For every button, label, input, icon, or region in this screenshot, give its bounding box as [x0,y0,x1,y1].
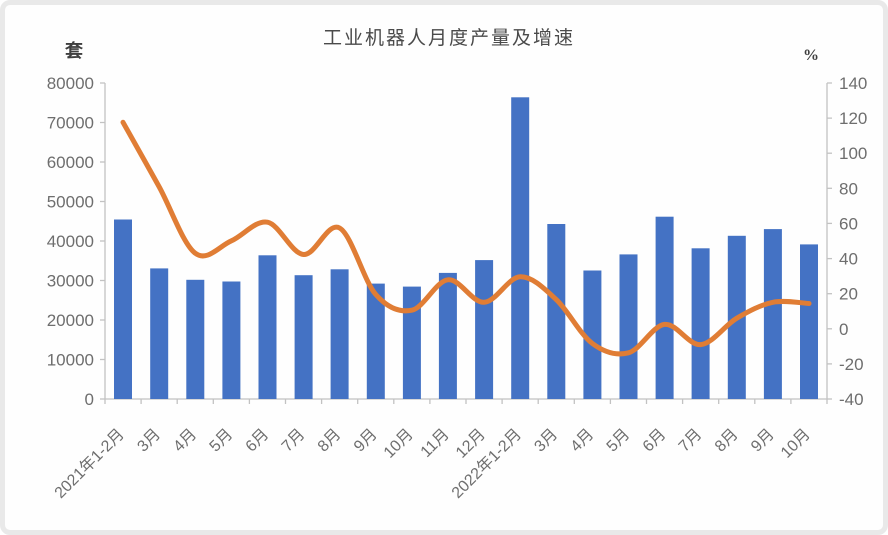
bar [114,219,132,399]
bar [294,275,313,399]
left-axis-unit-label: 套 [65,41,83,61]
right-axis-tick-label: 20 [839,285,858,304]
x-axis-label: 6月 [243,426,273,456]
x-axis-label: 11月 [418,426,453,461]
x-axis-label: 4月 [568,426,598,456]
axes [100,82,832,404]
chart-title: 工业机器人月度产量及增速 [322,28,575,49]
x-axis-label: 2021年1-2月 [51,425,128,502]
right-axis-tick-label: 120 [839,109,867,128]
bar [438,272,457,399]
bar [402,286,421,399]
x-axis-label: 8月 [712,426,742,456]
left-axis-tick-label: 60000 [47,153,94,172]
right-axis-tick-label: -40 [839,390,864,409]
production-bars [114,97,818,400]
x-axis-label: 7月 [279,426,309,456]
right-axis-unit-label: % [803,47,819,64]
x-axis-label: 7月 [676,426,706,456]
x-axis-label: 5月 [604,426,634,456]
x-axis-label: 4月 [170,426,200,456]
bar [800,244,818,399]
right-axis-tick-label: -20 [839,355,864,374]
left-axis-tick-label: 10000 [47,351,94,370]
left-axis-tick-label: 80000 [47,74,94,93]
right-axis-tick-labels: -40 -20 0 20 40 60 80 100 120 140 [839,74,867,409]
bar [366,283,385,399]
left-axis-tick-label: 40000 [47,232,94,251]
x-axis-label: 6月 [640,426,670,456]
right-axis-tick-label: 100 [839,144,867,163]
x-axis-label: 10月 [778,426,814,462]
bar [655,216,674,399]
bar [186,279,205,399]
left-axis-tick-label: 20000 [47,311,94,330]
x-axis-label: 5月 [207,426,237,456]
bar [763,229,782,399]
right-axis-tick-label: 60 [839,214,858,233]
bar [691,248,710,399]
bar [330,269,349,399]
bar [619,254,638,399]
bar [258,255,277,399]
x-axis-label: 3月 [134,426,164,456]
bar [222,281,241,399]
left-axis-tick-label: 0 [85,390,94,409]
growth-line [120,119,812,357]
x-axis-label: 9月 [351,426,381,456]
bar [475,260,494,399]
left-axis-tick-label: 70000 [47,114,94,133]
right-axis-tick-label: 140 [839,74,867,93]
left-axis-tick-label: 50000 [47,193,94,212]
right-axis-tick-label: 0 [839,320,848,339]
x-axis-labels: 2021年1-2月 3月 4月 5月 6月 7月 8月 9月 10月 11月 12月2022年1-2… [51,425,814,502]
x-axis-label: 10月 [381,426,417,462]
chart-svg: 0 10000 20000 30000 40000 50000 60000 70000 8000… [47,74,868,502]
x-axis-label: 8月 [315,426,345,456]
x-axis-label: 9月 [748,426,778,456]
right-axis-tick-label: 80 [839,179,858,198]
bar [511,97,530,400]
left-axis-tick-labels: 0 10000 20000 30000 40000 50000 60000 70000 8000… [47,74,94,409]
left-axis-tick-label: 30000 [47,272,94,291]
bar [547,224,566,399]
right-axis-tick-label: 40 [839,250,858,269]
x-axis-label: 3月 [531,426,561,456]
bar [583,270,602,399]
bar [150,268,169,399]
